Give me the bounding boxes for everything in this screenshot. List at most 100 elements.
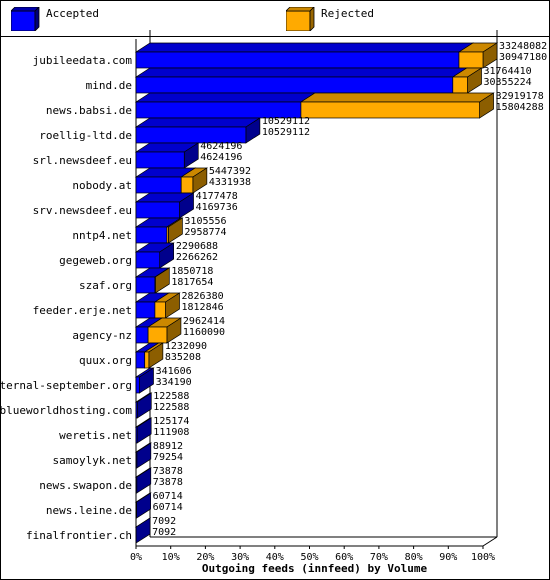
accepted-value-label: 835208: [165, 352, 201, 363]
accepted-value-label: 111908: [153, 427, 189, 438]
total-value-label: 88912: [153, 441, 183, 452]
total-value-label: 5447392: [209, 166, 251, 177]
x-tick-label: 10%: [162, 552, 180, 563]
bar-accepted: [135, 376, 140, 394]
total-value-label: 2826380: [181, 291, 223, 302]
bar-accepted-top: [134, 117, 262, 128]
accepted-value-label: 4169736: [196, 202, 238, 213]
bar-accepted: [135, 351, 146, 369]
x-tick-label: 70%: [370, 552, 388, 563]
x-tick-label: 50%: [300, 552, 318, 563]
accepted-value-label: 30355224: [484, 77, 532, 88]
bar-rejected: [458, 51, 484, 69]
category-label: samoylyk.net: [53, 454, 132, 467]
category-label: blueworldhosting.com: [1, 404, 132, 417]
bar-accepted-side: [135, 517, 151, 544]
category-label: jubileedata.com: [33, 54, 133, 67]
category-label: weretis.net: [59, 429, 132, 442]
total-value-label: 10529112: [262, 116, 310, 127]
category-label: srl.newsdeef.eu: [33, 154, 132, 167]
accepted-value-label: 334190: [156, 377, 192, 388]
accepted-value-label: 15804288: [496, 102, 544, 113]
x-tick-label: 0%: [130, 552, 142, 563]
bar-accepted: [135, 401, 138, 419]
category-label: feeder.erje.net: [33, 304, 132, 317]
total-value-label: 32919178: [496, 91, 544, 102]
bar-accepted: [135, 301, 156, 319]
total-value-label: 4177478: [196, 191, 238, 202]
x-tick-label: 90%: [439, 552, 457, 563]
accepted-value-label: 79254: [153, 452, 183, 463]
accepted-value-label: 4624196: [200, 152, 242, 163]
x-tick-label: 80%: [405, 552, 423, 563]
bar-accepted: [135, 426, 138, 444]
accepted-value-label: 30947180: [499, 52, 547, 63]
x-ticks: 0% 10% 20% 30% 40% 50% 60% 70% 80% 90% 100%: [130, 546, 495, 563]
total-value-label: 2962414: [183, 316, 225, 327]
bar-rejected: [300, 101, 480, 119]
category-label: szaf.org: [79, 279, 132, 292]
bar-rejected: [144, 351, 150, 369]
accepted-value-label: 10529112: [262, 127, 310, 138]
bar-rejected-top: [299, 92, 495, 103]
category-label: finalfrontier.ch: [26, 529, 132, 542]
bar-accepted: [135, 326, 149, 344]
accepted-value-label: 7092: [152, 527, 176, 538]
bar-accepted: [135, 176, 182, 194]
category-label: agency-nz: [72, 329, 132, 342]
category-label: mind.de: [86, 79, 132, 92]
bar-rejected: [154, 301, 166, 319]
accepted-value-label: 1160090: [183, 327, 225, 338]
accepted-value-label: 122588: [153, 402, 189, 413]
bar-accepted: [135, 76, 454, 94]
x-tick-label: 60%: [335, 552, 353, 563]
category-label: news.babsi.de: [46, 104, 132, 117]
legend-swatch-accepted: [11, 7, 40, 31]
bar-accepted-top: [134, 92, 317, 103]
bar-rejected: [452, 76, 468, 94]
total-value-label: 4624196: [200, 141, 242, 152]
bar-rejected: [166, 226, 169, 244]
x-tick-label: 30%: [231, 552, 249, 563]
accepted-value-label: 1817654: [171, 277, 213, 288]
category-label: gegeweb.org: [59, 254, 132, 267]
bar-accepted: [135, 476, 138, 494]
accepted-value-label: 1812846: [181, 302, 223, 313]
bar-accepted-top: [134, 42, 475, 53]
bar-rejected: [180, 176, 194, 194]
legend-label-rejected: Rejected: [321, 7, 374, 20]
total-value-label: 33248082: [499, 41, 547, 52]
x-axis-title: Outgoing feeds (innfeed) by Volume: [202, 562, 428, 575]
bar-accepted: [135, 51, 460, 69]
total-value-label: 1232090: [165, 341, 207, 352]
total-value-label: 60714: [153, 491, 183, 502]
accepted-value-label: 2266262: [176, 252, 218, 263]
total-value-label: 341606: [156, 366, 192, 377]
bar-accepted: [135, 451, 138, 469]
total-value-label: 125174: [153, 416, 189, 427]
total-value-label: 3105556: [184, 216, 226, 227]
accepted-value-label: 4331938: [209, 177, 251, 188]
total-value-label: 1850718: [171, 266, 213, 277]
bar-accepted: [135, 251, 161, 269]
accepted-value-label: 60714: [153, 502, 183, 513]
x-axis-end-line: [482, 536, 498, 547]
category-label: news.leine.de: [46, 504, 132, 517]
